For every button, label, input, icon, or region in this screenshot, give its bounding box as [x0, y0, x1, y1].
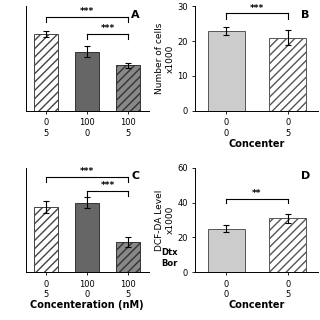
Text: ***: ***: [100, 181, 115, 190]
Bar: [269, 38, 306, 110]
Bar: [34, 34, 59, 110]
X-axis label: Concenteration (nM): Concenteration (nM): [30, 300, 144, 310]
X-axis label: Concenter: Concenter: [229, 139, 285, 149]
Bar: [116, 242, 140, 272]
Y-axis label: Number of cells
x1000: Number of cells x1000: [155, 23, 174, 94]
Text: ***: ***: [250, 4, 264, 12]
Text: **: **: [252, 189, 262, 198]
Text: ***: ***: [100, 24, 115, 33]
Text: ***: ***: [80, 167, 94, 176]
Text: Dtx: Dtx: [162, 248, 178, 257]
Text: B: B: [301, 10, 310, 20]
Bar: [116, 65, 140, 110]
Y-axis label: DCF-DA Level
x1000: DCF-DA Level x1000: [155, 189, 174, 251]
X-axis label: Concenter: Concenter: [229, 300, 285, 310]
Bar: [208, 31, 244, 110]
Bar: [208, 228, 244, 272]
Text: ***: ***: [80, 7, 94, 16]
Bar: [34, 207, 59, 272]
Text: D: D: [300, 171, 310, 181]
Bar: [269, 218, 306, 272]
Text: Bor: Bor: [162, 260, 178, 268]
Text: C: C: [132, 171, 140, 181]
Bar: [75, 203, 100, 272]
Bar: [75, 52, 100, 110]
Text: A: A: [132, 10, 140, 20]
